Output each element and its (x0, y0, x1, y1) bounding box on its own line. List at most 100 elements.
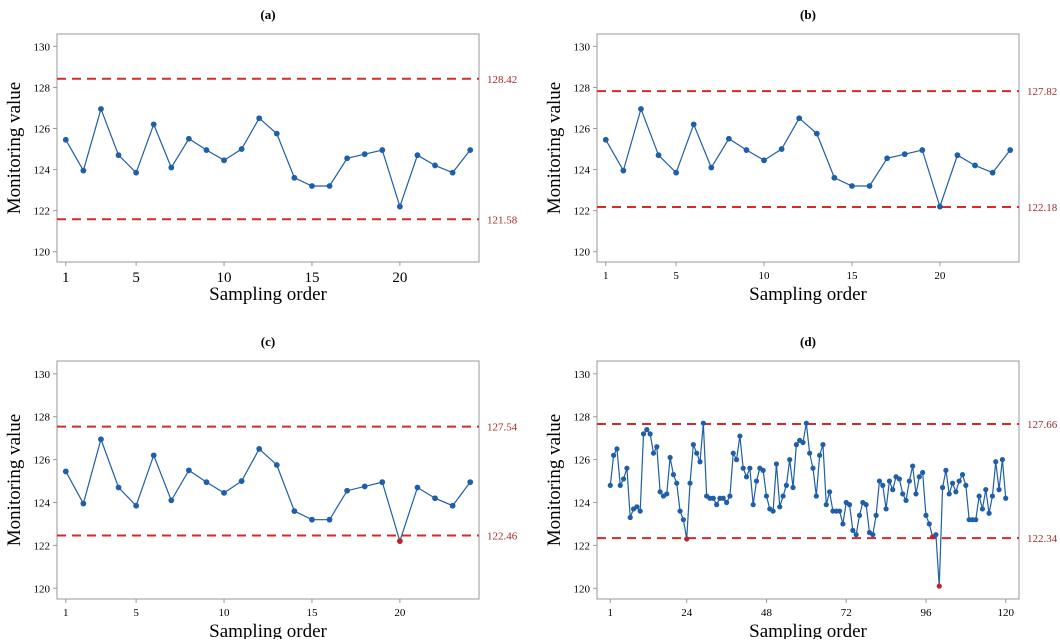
data-point (115, 484, 122, 491)
y-tick-label: 126 (574, 455, 591, 467)
data-point (203, 147, 210, 153)
data-point (449, 169, 456, 176)
data-point (344, 487, 351, 494)
data-point (361, 151, 368, 158)
y-tick-label: 124 (34, 165, 51, 177)
data-point (725, 135, 732, 142)
data-point (694, 450, 700, 456)
y-tick-label: 122 (574, 540, 591, 552)
y-tick-label: 120 (574, 247, 591, 259)
x-tick-label: 10 (219, 607, 231, 619)
y-tick-label: 126 (34, 123, 51, 135)
data-point (796, 115, 803, 122)
data-point (627, 514, 633, 521)
y-tick-label: 130 (34, 369, 51, 381)
data-point (624, 465, 630, 471)
data-point (999, 457, 1005, 463)
data-point (256, 446, 263, 452)
data-point (714, 502, 720, 508)
data-point (150, 121, 157, 128)
data-point (901, 151, 908, 158)
data-point (773, 461, 780, 467)
y-tick-label: 130 (34, 41, 51, 53)
data-point (743, 147, 750, 153)
x-tick-label: 1 (608, 607, 614, 619)
data-point (677, 508, 683, 514)
data-point (640, 431, 647, 437)
lower-limit-label: 121.58 (487, 214, 518, 226)
data-point (133, 169, 140, 176)
data-point (831, 174, 838, 181)
x-tick-label: 20 (392, 270, 407, 286)
data-point (432, 495, 438, 502)
y-tick-label: 120 (574, 583, 591, 595)
data-point (657, 489, 663, 495)
data-point (896, 476, 902, 482)
data-point (238, 478, 245, 484)
data-point (807, 450, 813, 456)
data-point (697, 459, 703, 465)
data-point (959, 472, 966, 478)
data-point (866, 183, 873, 189)
data-point (826, 489, 833, 495)
data-point (614, 446, 620, 452)
data-point (770, 508, 776, 514)
data-point (737, 433, 743, 439)
out-of-control-point (396, 538, 403, 545)
data-point (710, 495, 716, 501)
data-point (836, 508, 843, 514)
x-tick-label: 1 (62, 270, 70, 286)
data-point (919, 147, 926, 153)
data-point (667, 454, 673, 461)
y-tick-label: 128 (574, 412, 591, 424)
data-point (939, 484, 946, 491)
data-point (607, 482, 613, 488)
y-tick-label: 124 (574, 165, 591, 177)
data-point (813, 493, 819, 499)
data-point (150, 452, 157, 459)
data-point (379, 147, 386, 153)
data-point (654, 444, 660, 450)
x-tick-label: 20 (394, 607, 406, 619)
data-point (708, 164, 715, 171)
y-tick-label: 126 (34, 455, 51, 467)
data-point (993, 459, 999, 465)
data-point (80, 500, 87, 507)
upper-limit-label: 128.42 (487, 74, 517, 86)
data-point (870, 532, 876, 538)
x-tick-label: 120 (997, 607, 1014, 619)
data-point (956, 478, 962, 484)
data-point (853, 532, 859, 538)
lower-limit-label: 122.34 (1027, 533, 1058, 545)
y-axis-label: Monitoring value (544, 414, 565, 546)
data-point (840, 521, 846, 527)
data-point (963, 482, 969, 488)
x-tick-label: 48 (761, 607, 773, 619)
data-point (620, 476, 627, 482)
y-tick-label: 126 (574, 123, 591, 135)
y-tick-label: 130 (574, 369, 591, 381)
data-point (723, 499, 730, 506)
chart-title: (b) (800, 7, 816, 22)
data-point (946, 491, 952, 497)
upper-limit-label: 127.66 (1027, 419, 1058, 431)
data-point (309, 183, 315, 189)
data-point (733, 457, 740, 463)
lower-limit-label: 122.18 (1027, 202, 1058, 214)
plot-frame (596, 360, 1020, 600)
data-point (414, 152, 421, 159)
y-tick-label: 120 (34, 583, 51, 595)
data-point (664, 491, 670, 497)
data-point (777, 504, 783, 510)
plot-frame (596, 33, 1020, 263)
data-point (863, 502, 869, 508)
y-tick-label: 128 (34, 412, 51, 424)
data-point (637, 508, 643, 514)
data-point (761, 157, 767, 164)
data-point (890, 487, 896, 493)
